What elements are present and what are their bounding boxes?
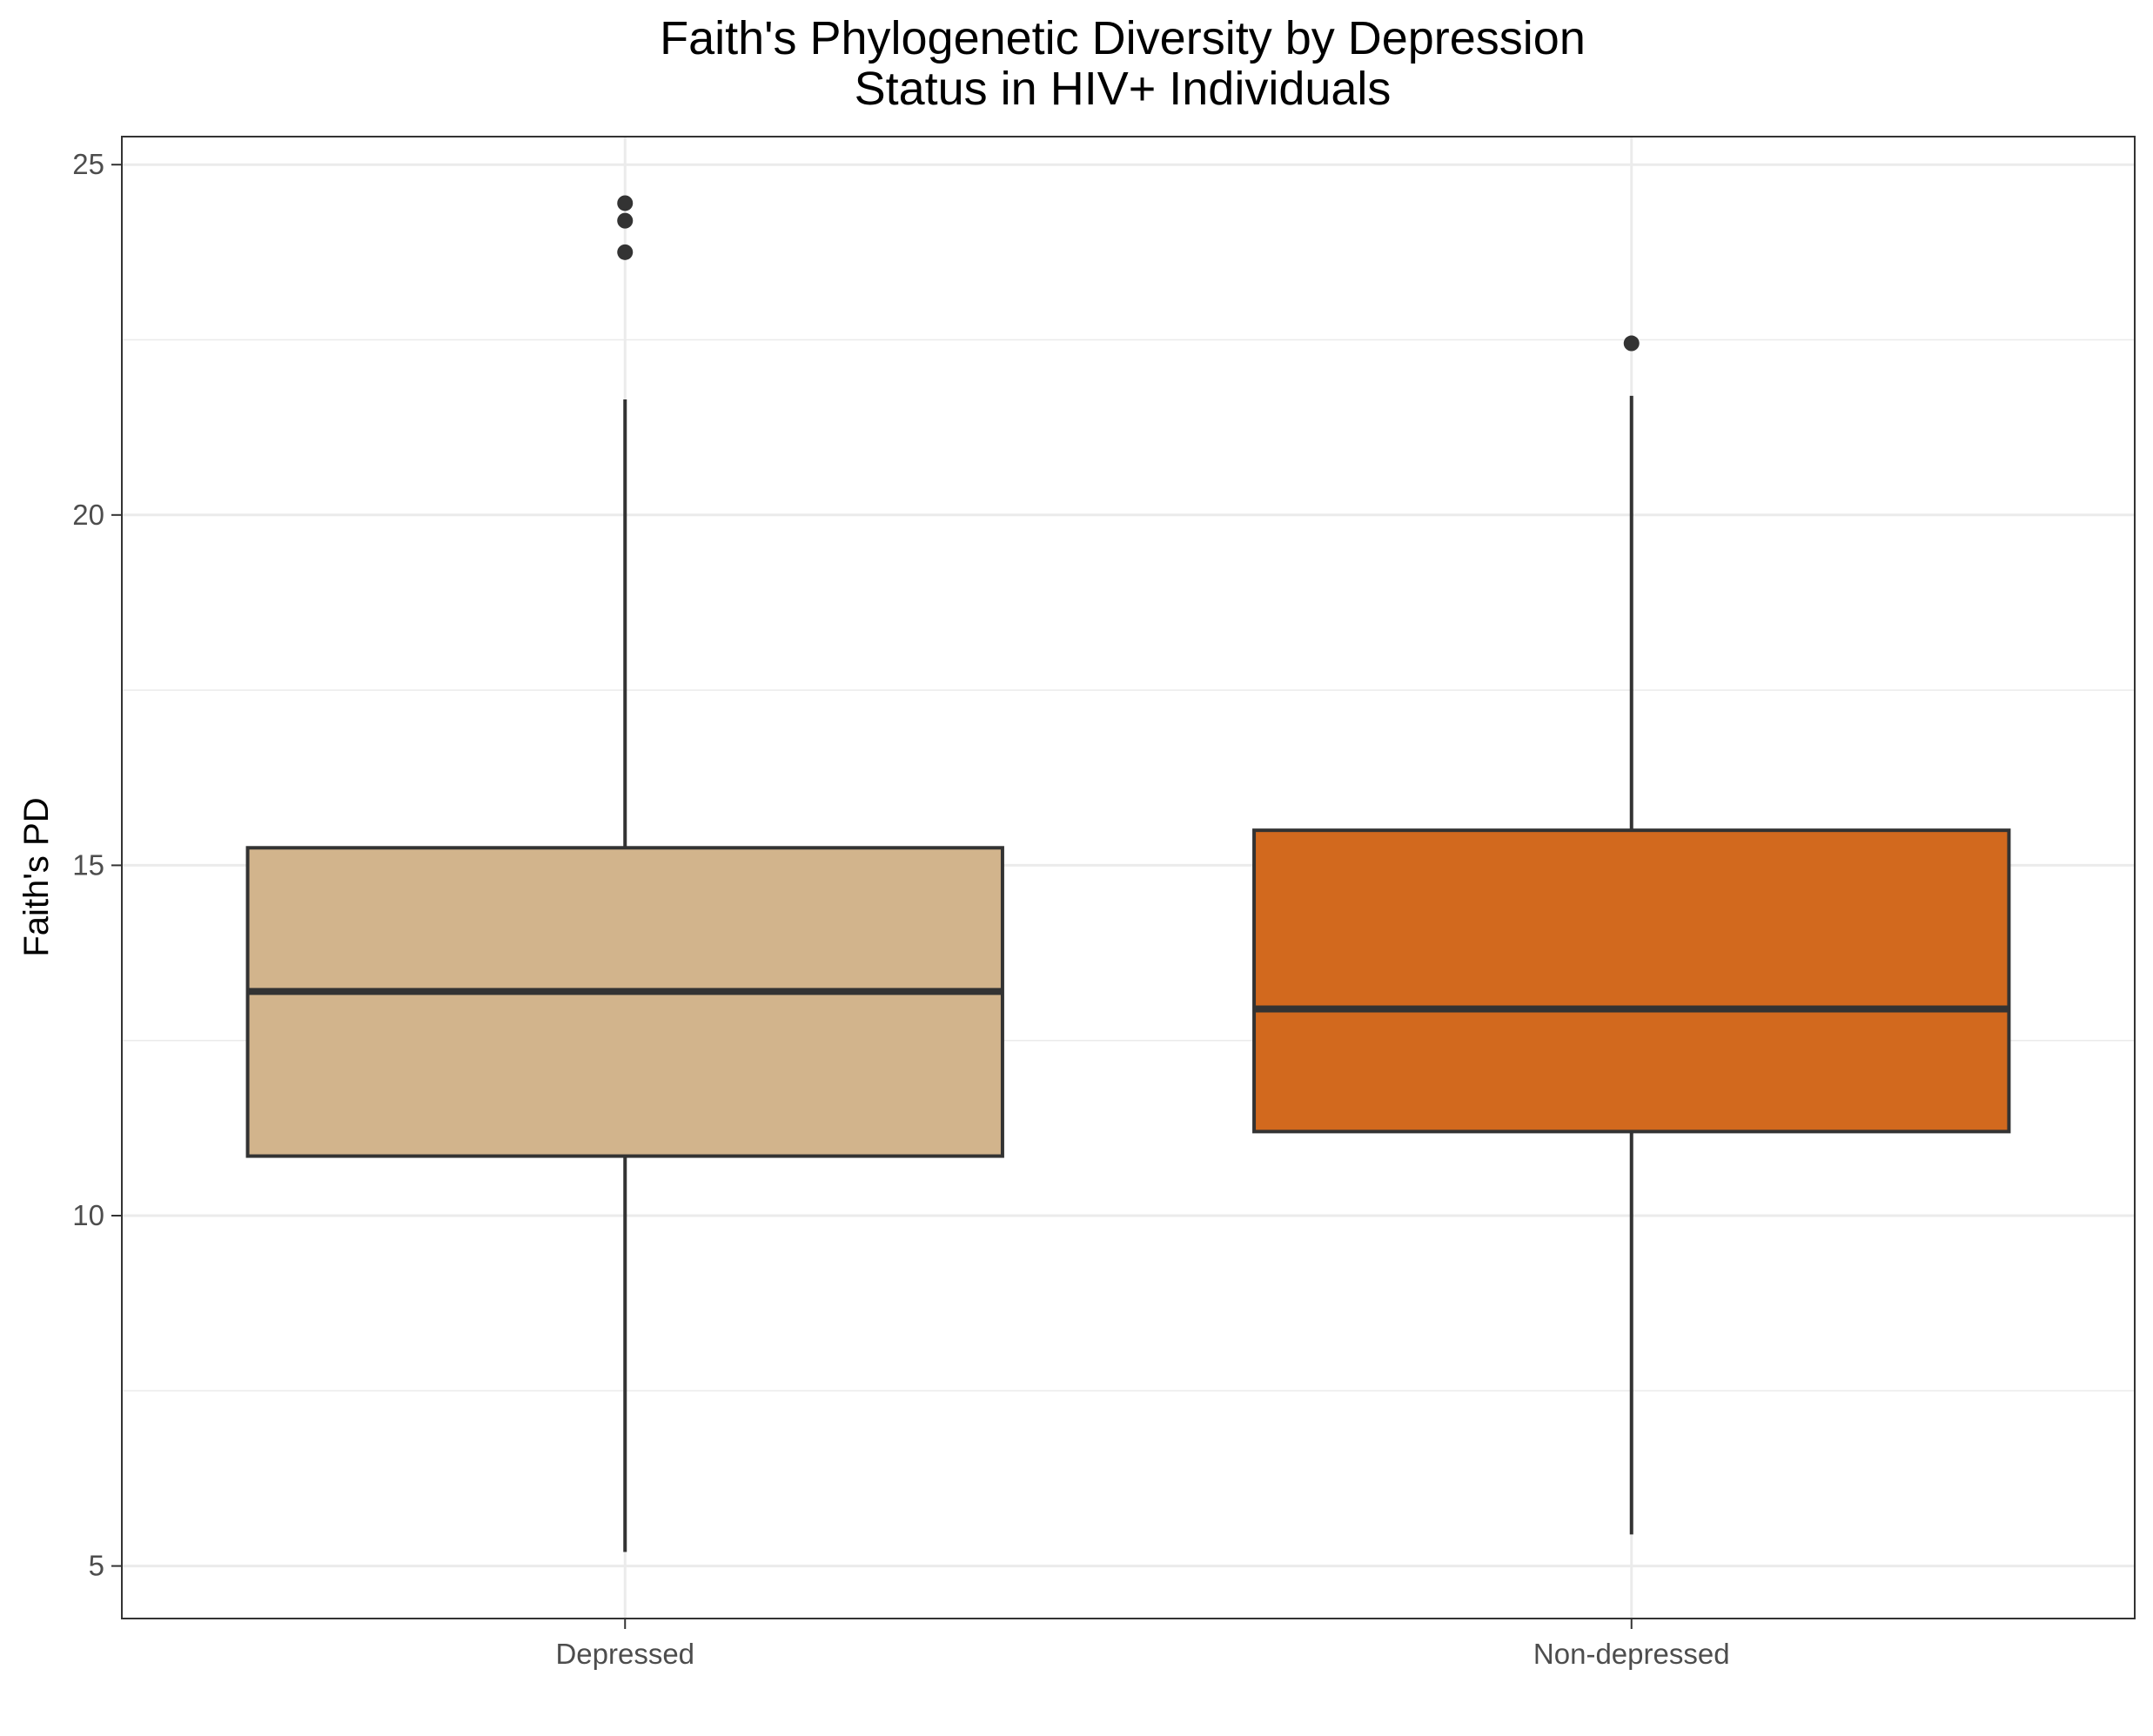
- y-tick-label: 10: [72, 1199, 104, 1231]
- y-axis-label: Faith's PD: [17, 797, 56, 956]
- y-tick-label: 15: [72, 848, 104, 881]
- outlier-point: [1623, 335, 1640, 352]
- outlier-point: [617, 195, 634, 211]
- chart-subtitle: Status in HIV+ Individuals: [855, 63, 1392, 115]
- y-tick-label: 5: [89, 1550, 104, 1582]
- x-tick-label: Non-depressed: [1533, 1638, 1730, 1670]
- outlier-point: [617, 244, 634, 260]
- x-tick-label: Depressed: [555, 1638, 694, 1670]
- y-tick-label: 25: [72, 148, 104, 180]
- box-group: [245, 195, 2011, 1552]
- chart-title: Faith's Phylogenetic Diversity by Depres…: [660, 12, 1586, 64]
- box-body: [1252, 828, 2011, 1134]
- plot-panel-border: [121, 136, 2136, 1619]
- outlier-point: [617, 212, 634, 229]
- y-tick-label: 20: [72, 499, 104, 531]
- y-axis: 5 10 15 20 25: [72, 148, 122, 1582]
- box-body: [245, 846, 1004, 1158]
- x-axis: Depressed Non-depressed: [555, 1619, 1730, 1670]
